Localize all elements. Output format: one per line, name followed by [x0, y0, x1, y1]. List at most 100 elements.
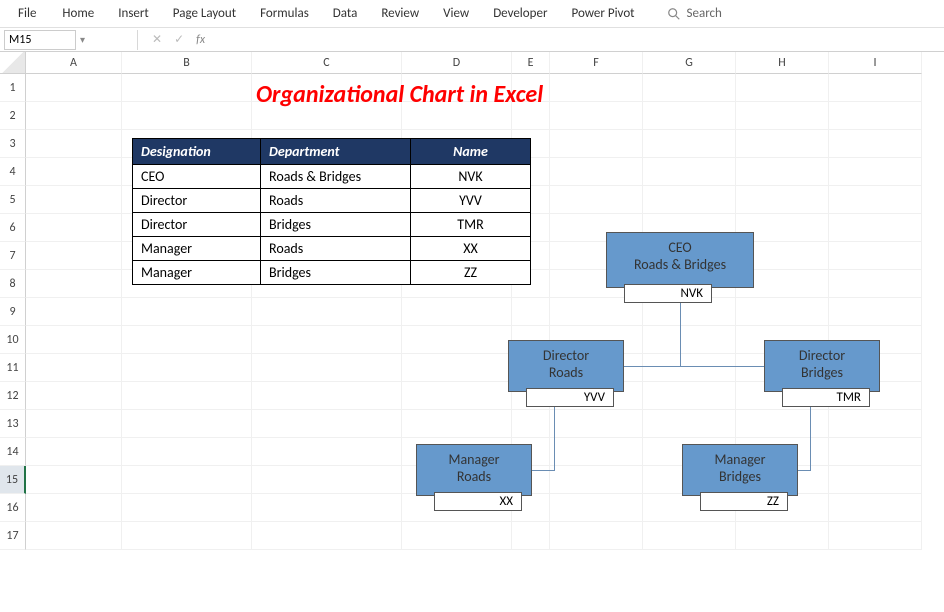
column-header[interactable]: B: [122, 52, 252, 74]
cell[interactable]: [643, 158, 736, 186]
cell[interactable]: [829, 130, 922, 158]
enter-icon[interactable]: ✓: [168, 32, 190, 47]
cell[interactable]: [26, 382, 122, 410]
cell[interactable]: [122, 466, 252, 494]
column-header[interactable]: G: [643, 52, 736, 74]
row-header[interactable]: 11: [0, 354, 26, 382]
ribbon-developer[interactable]: Developer: [481, 2, 559, 25]
cell[interactable]: [26, 438, 122, 466]
row-header[interactable]: 1: [0, 74, 26, 102]
ribbon-power-pivot[interactable]: Power Pivot: [559, 2, 646, 25]
row-header[interactable]: 4: [0, 158, 26, 186]
row-header[interactable]: 14: [0, 438, 26, 466]
row-header[interactable]: 13: [0, 410, 26, 438]
cell[interactable]: [252, 410, 402, 438]
cell[interactable]: [829, 186, 922, 214]
row-header[interactable]: 12: [0, 382, 26, 410]
ribbon-search[interactable]: Search: [667, 6, 722, 21]
cell[interactable]: [252, 326, 402, 354]
cell[interactable]: [26, 298, 122, 326]
cell[interactable]: [643, 74, 736, 102]
ribbon-insert[interactable]: Insert: [106, 2, 161, 25]
ribbon-page-layout[interactable]: Page Layout: [161, 2, 248, 25]
cell[interactable]: [252, 382, 402, 410]
ribbon-file[interactable]: File: [4, 2, 50, 25]
cell[interactable]: [26, 242, 122, 270]
column-header[interactable]: C: [252, 52, 402, 74]
cell[interactable]: [736, 186, 829, 214]
cell[interactable]: [643, 130, 736, 158]
column-header[interactable]: F: [550, 52, 643, 74]
ribbon-data[interactable]: Data: [321, 2, 370, 25]
cell[interactable]: [26, 130, 122, 158]
row-header[interactable]: 10: [0, 326, 26, 354]
column-header[interactable]: E: [512, 52, 550, 74]
cell[interactable]: [643, 102, 736, 130]
cell[interactable]: [122, 382, 252, 410]
cell[interactable]: [26, 326, 122, 354]
column-header[interactable]: I: [829, 52, 922, 74]
cell[interactable]: [26, 158, 122, 186]
fx-icon[interactable]: fx: [196, 33, 205, 47]
row-header[interactable]: 8: [0, 270, 26, 298]
column-header[interactable]: D: [402, 52, 512, 74]
cell[interactable]: [122, 438, 252, 466]
row-header[interactable]: 3: [0, 130, 26, 158]
cell[interactable]: [736, 130, 829, 158]
cell[interactable]: [550, 102, 643, 130]
ribbon-view[interactable]: View: [431, 2, 481, 25]
org-node-dir_roads[interactable]: DirectorRoads: [508, 340, 624, 392]
cell[interactable]: [122, 326, 252, 354]
cell[interactable]: [26, 102, 122, 130]
row-header[interactable]: 2: [0, 102, 26, 130]
cell[interactable]: [550, 130, 643, 158]
cell[interactable]: [26, 522, 122, 550]
row-header[interactable]: 17: [0, 522, 26, 550]
cell[interactable]: [252, 298, 402, 326]
row-header[interactable]: 15: [0, 466, 26, 494]
row-header[interactable]: 7: [0, 242, 26, 270]
cell[interactable]: [122, 102, 252, 130]
cell[interactable]: [252, 438, 402, 466]
column-header[interactable]: A: [26, 52, 122, 74]
cell[interactable]: [122, 74, 252, 102]
cell[interactable]: [643, 186, 736, 214]
cell[interactable]: [829, 74, 922, 102]
org-node-mgr_bridges[interactable]: ManagerBridges: [682, 444, 798, 496]
org-node-ceo[interactable]: CEORoads & Bridges: [606, 232, 754, 288]
row-header[interactable]: 16: [0, 494, 26, 522]
cell[interactable]: [122, 354, 252, 382]
cell[interactable]: [252, 522, 402, 550]
cell[interactable]: [829, 158, 922, 186]
cell[interactable]: [736, 74, 829, 102]
cell[interactable]: [829, 102, 922, 130]
cell[interactable]: [26, 214, 122, 242]
row-header[interactable]: 9: [0, 298, 26, 326]
cell[interactable]: [736, 102, 829, 130]
row-header[interactable]: 5: [0, 186, 26, 214]
cell[interactable]: [26, 410, 122, 438]
cell[interactable]: [736, 158, 829, 186]
org-node-dir_bridges[interactable]: DirectorBridges: [764, 340, 880, 392]
ribbon-formulas[interactable]: Formulas: [248, 2, 321, 25]
cell[interactable]: [550, 158, 643, 186]
org-node-mgr_roads[interactable]: ManagerRoads: [416, 444, 532, 496]
ribbon-home[interactable]: Home: [50, 2, 106, 25]
cell[interactable]: [122, 410, 252, 438]
cell[interactable]: [26, 466, 122, 494]
ribbon-review[interactable]: Review: [369, 2, 431, 25]
row-header[interactable]: 6: [0, 214, 26, 242]
cell[interactable]: [122, 494, 252, 522]
select-all-corner[interactable]: [0, 52, 26, 74]
cell[interactable]: [252, 494, 402, 522]
cell[interactable]: [550, 186, 643, 214]
cell[interactable]: [26, 270, 122, 298]
cell[interactable]: [26, 354, 122, 382]
cell[interactable]: [26, 74, 122, 102]
name-box[interactable]: M15: [4, 30, 76, 50]
name-box-dropdown-icon[interactable]: ▾: [76, 33, 89, 46]
cell[interactable]: [122, 298, 252, 326]
column-header[interactable]: H: [736, 52, 829, 74]
cell[interactable]: [26, 186, 122, 214]
cell[interactable]: [252, 354, 402, 382]
